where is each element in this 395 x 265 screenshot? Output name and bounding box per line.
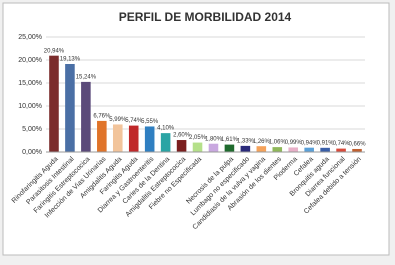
- bar: [288, 147, 299, 152]
- value-label: 5,55%: [141, 119, 159, 125]
- bar: [256, 146, 267, 152]
- bar: [81, 81, 91, 152]
- bar: [97, 120, 107, 152]
- value-label: 2,05%: [189, 135, 207, 141]
- bar: [144, 126, 155, 152]
- value-label: 19,13%: [60, 57, 81, 63]
- bar: [49, 55, 59, 153]
- y-tick-label: 25,00%: [18, 34, 42, 41]
- bar: [240, 145, 251, 152]
- bar: [176, 140, 187, 152]
- y-tick-label: 15,00%: [18, 80, 42, 87]
- value-label: 0,74%: [333, 141, 351, 147]
- value-label: 15,24%: [76, 74, 97, 80]
- y-tick-label: 5,00%: [22, 126, 42, 133]
- bar: [352, 148, 362, 152]
- bar: [112, 124, 123, 152]
- value-label: 6,76%: [93, 113, 111, 119]
- value-label: 1,80%: [205, 136, 223, 142]
- y-tick-label: 0,00%: [22, 149, 42, 156]
- bar: [65, 64, 75, 152]
- value-label: 1,61%: [221, 137, 239, 143]
- value-label: 0,94%: [301, 140, 319, 146]
- bar: [224, 144, 235, 152]
- value-label: 1,26%: [253, 139, 271, 145]
- y-tick-label: 20,00%: [18, 57, 42, 64]
- value-label: 0,91%: [317, 140, 335, 146]
- bar: [192, 142, 203, 152]
- bar: [320, 147, 330, 152]
- value-label: 1,06%: [269, 140, 287, 146]
- value-label: 4,10%: [157, 126, 175, 132]
- bar: [160, 133, 171, 152]
- value-label: 2,60%: [173, 133, 191, 139]
- bar: [208, 143, 219, 152]
- value-label: 5,99%: [109, 117, 127, 123]
- value-label: 20,94%: [44, 48, 65, 54]
- value-label: 5,74%: [125, 118, 143, 124]
- chart-title: PERFIL DE MORBILIDAD 2014: [119, 10, 292, 24]
- value-label: 0,99%: [285, 140, 303, 146]
- bar: [272, 147, 283, 152]
- value-label: 1,33%: [237, 138, 255, 144]
- bar: [128, 125, 139, 152]
- value-label: 0,66%: [349, 142, 367, 148]
- bar: [336, 148, 346, 152]
- bar: [304, 147, 314, 152]
- y-tick-label: 10,00%: [18, 103, 42, 110]
